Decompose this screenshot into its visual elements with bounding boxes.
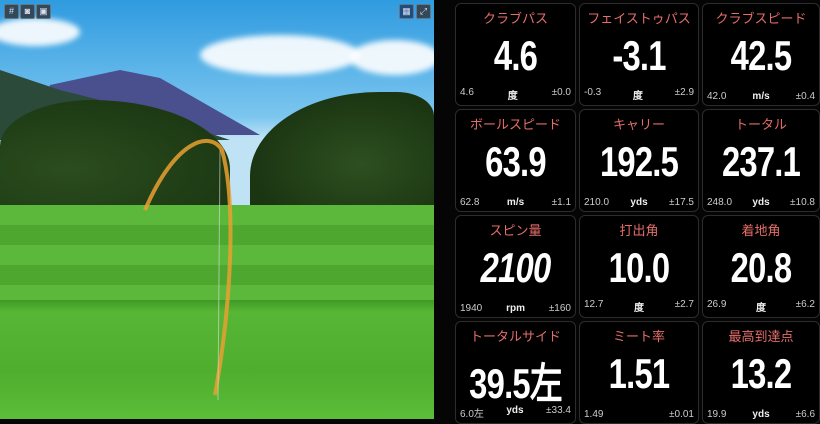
metric-unit: 度 [634,303,645,314]
metric-tile: キャリー 192.5 210.0 yds ±17.5 [579,109,699,212]
metric-deviation: ±6.2 [795,299,815,310]
metric-average: 26.9 [707,299,727,310]
ball-trajectory [143,139,233,401]
metric-label: トータルサイド [469,329,561,344]
metric-tile: クラブスピード 42.5 42.0 m/s ±0.4 [702,3,820,106]
camera-icon[interactable]: ◙ [20,4,35,19]
metric-deviation: ±0.01 [669,409,694,420]
metric-average: 62.8 [460,197,480,208]
cloud [200,35,360,75]
metric-value: 1.51 [608,350,670,397]
metric-label: ミート率 [612,329,665,344]
metric-tile: クラブパス 4.6 4.6 度 ±0.0 [455,3,576,106]
metric-value: 4.6 [493,32,538,79]
metric-tile: 最高到達点 13.2 19.9 yds ±6.6 [702,321,820,424]
metric-deviation: ±10.8 [790,197,815,208]
metric-deviation: ±160 [548,303,571,314]
metric-unit: yds [752,197,770,208]
metric-value: 13.2 [730,350,792,397]
metric-unit: yds [506,405,524,416]
metric-average: 248.0 [707,197,733,208]
metric-average: 4.6 [460,87,474,98]
metric-label: クラブスピード [715,11,807,26]
metric-deviation: ±0.0 [551,87,571,98]
metric-deviation: ±1.1 [551,197,571,208]
metric-unit: m/s [506,197,525,208]
metric-average: 19.9 [707,409,727,420]
metric-value: -3.1 [612,32,666,79]
metric-value: 10.0 [608,244,670,291]
image-icon[interactable]: ▣ [36,4,51,19]
metric-value: 237.1 [721,138,801,185]
metric-label: スピン量 [489,223,542,238]
metric-tile: スピン量 2100 1940 rpm ±160 [455,215,576,318]
metric-average: -0.3 [584,87,602,98]
metric-average: 42.0 [707,91,727,102]
cloud [350,40,434,75]
fairway-foreground [0,300,434,419]
layout-icon[interactable]: ▦ [399,4,414,19]
metric-value: 20.8 [730,244,792,291]
metric-deviation: ±17.5 [669,197,694,208]
metric-unit: 度 [632,91,643,102]
metric-value: 63.9 [485,138,546,185]
metric-average: 210.0 [584,197,610,208]
metric-tile: トータルサイド 39.5左 6.0左 yds ±33.4 [455,321,576,424]
metric-unit: yds [630,197,648,208]
metric-deviation: ±2.7 [674,299,694,310]
metric-value: 42.5 [730,32,792,79]
metric-average: 6.0左 [460,409,484,420]
metric-unit: 度 [756,303,767,314]
metric-tile: トータル 237.1 248.0 yds ±10.8 [702,109,820,212]
metric-unit: 度 [507,91,518,102]
metric-tile: ボールスピード 63.9 62.8 m/s ±1.1 [455,109,576,212]
metric-label: 最高到達点 [728,329,794,344]
metric-average: 12.7 [584,299,604,310]
metric-label: フェイストゥパス [587,11,691,26]
metric-label: ボールスピード [469,117,561,132]
metric-deviation: ±0.4 [795,91,815,102]
metric-unit: m/s [752,91,770,102]
metric-label: クラブパス [482,11,548,26]
metric-unit: rpm [506,303,525,314]
metric-average: 1940 [460,303,483,314]
cloud [0,18,80,46]
metric-label: トータル [734,117,787,132]
metric-value: 192.5 [599,138,679,185]
metric-tile: ミート率 1.51 1.49 ±0.01 [579,321,699,424]
golf-course-view: # ◙ ▣ ▦ ⤢ [0,0,434,419]
metric-value: 2100 [480,244,552,291]
metrics-grid: クラブパス 4.6 4.6 度 ±0.0 フェイストゥパス -3.1 -0.3 度 ±2.… [455,3,820,424]
grid-icon[interactable]: # [4,4,19,19]
metric-deviation: ±33.4 [546,405,571,416]
metric-label: 着地角 [741,223,781,238]
metric-tile: 着地角 20.8 26.9 度 ±6.2 [702,215,820,318]
metric-tile: 打出角 10.0 12.7 度 ±2.7 [579,215,699,318]
metric-average: 1.49 [584,409,604,420]
metric-unit: yds [752,409,770,420]
metric-deviation: ±2.9 [674,87,694,98]
metric-value: 39.5左 [469,360,562,407]
metric-label: 打出角 [619,223,659,238]
fullscreen-icon[interactable]: ⤢ [416,4,431,19]
metric-tile: フェイストゥパス -3.1 -0.3 度 ±2.9 [579,3,699,106]
metric-deviation: ±6.6 [795,409,815,420]
metric-label: キャリー [612,117,665,132]
